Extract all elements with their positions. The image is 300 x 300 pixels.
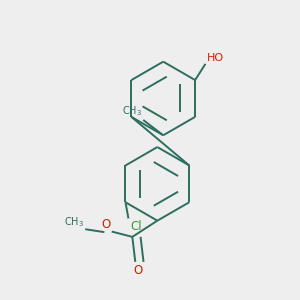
Text: CH$_3$: CH$_3$ <box>122 105 142 118</box>
Text: O: O <box>134 264 143 277</box>
Text: HO: HO <box>207 53 224 63</box>
Text: CH$_3$: CH$_3$ <box>64 215 84 229</box>
Text: Cl: Cl <box>130 220 142 233</box>
Text: O: O <box>101 218 110 231</box>
